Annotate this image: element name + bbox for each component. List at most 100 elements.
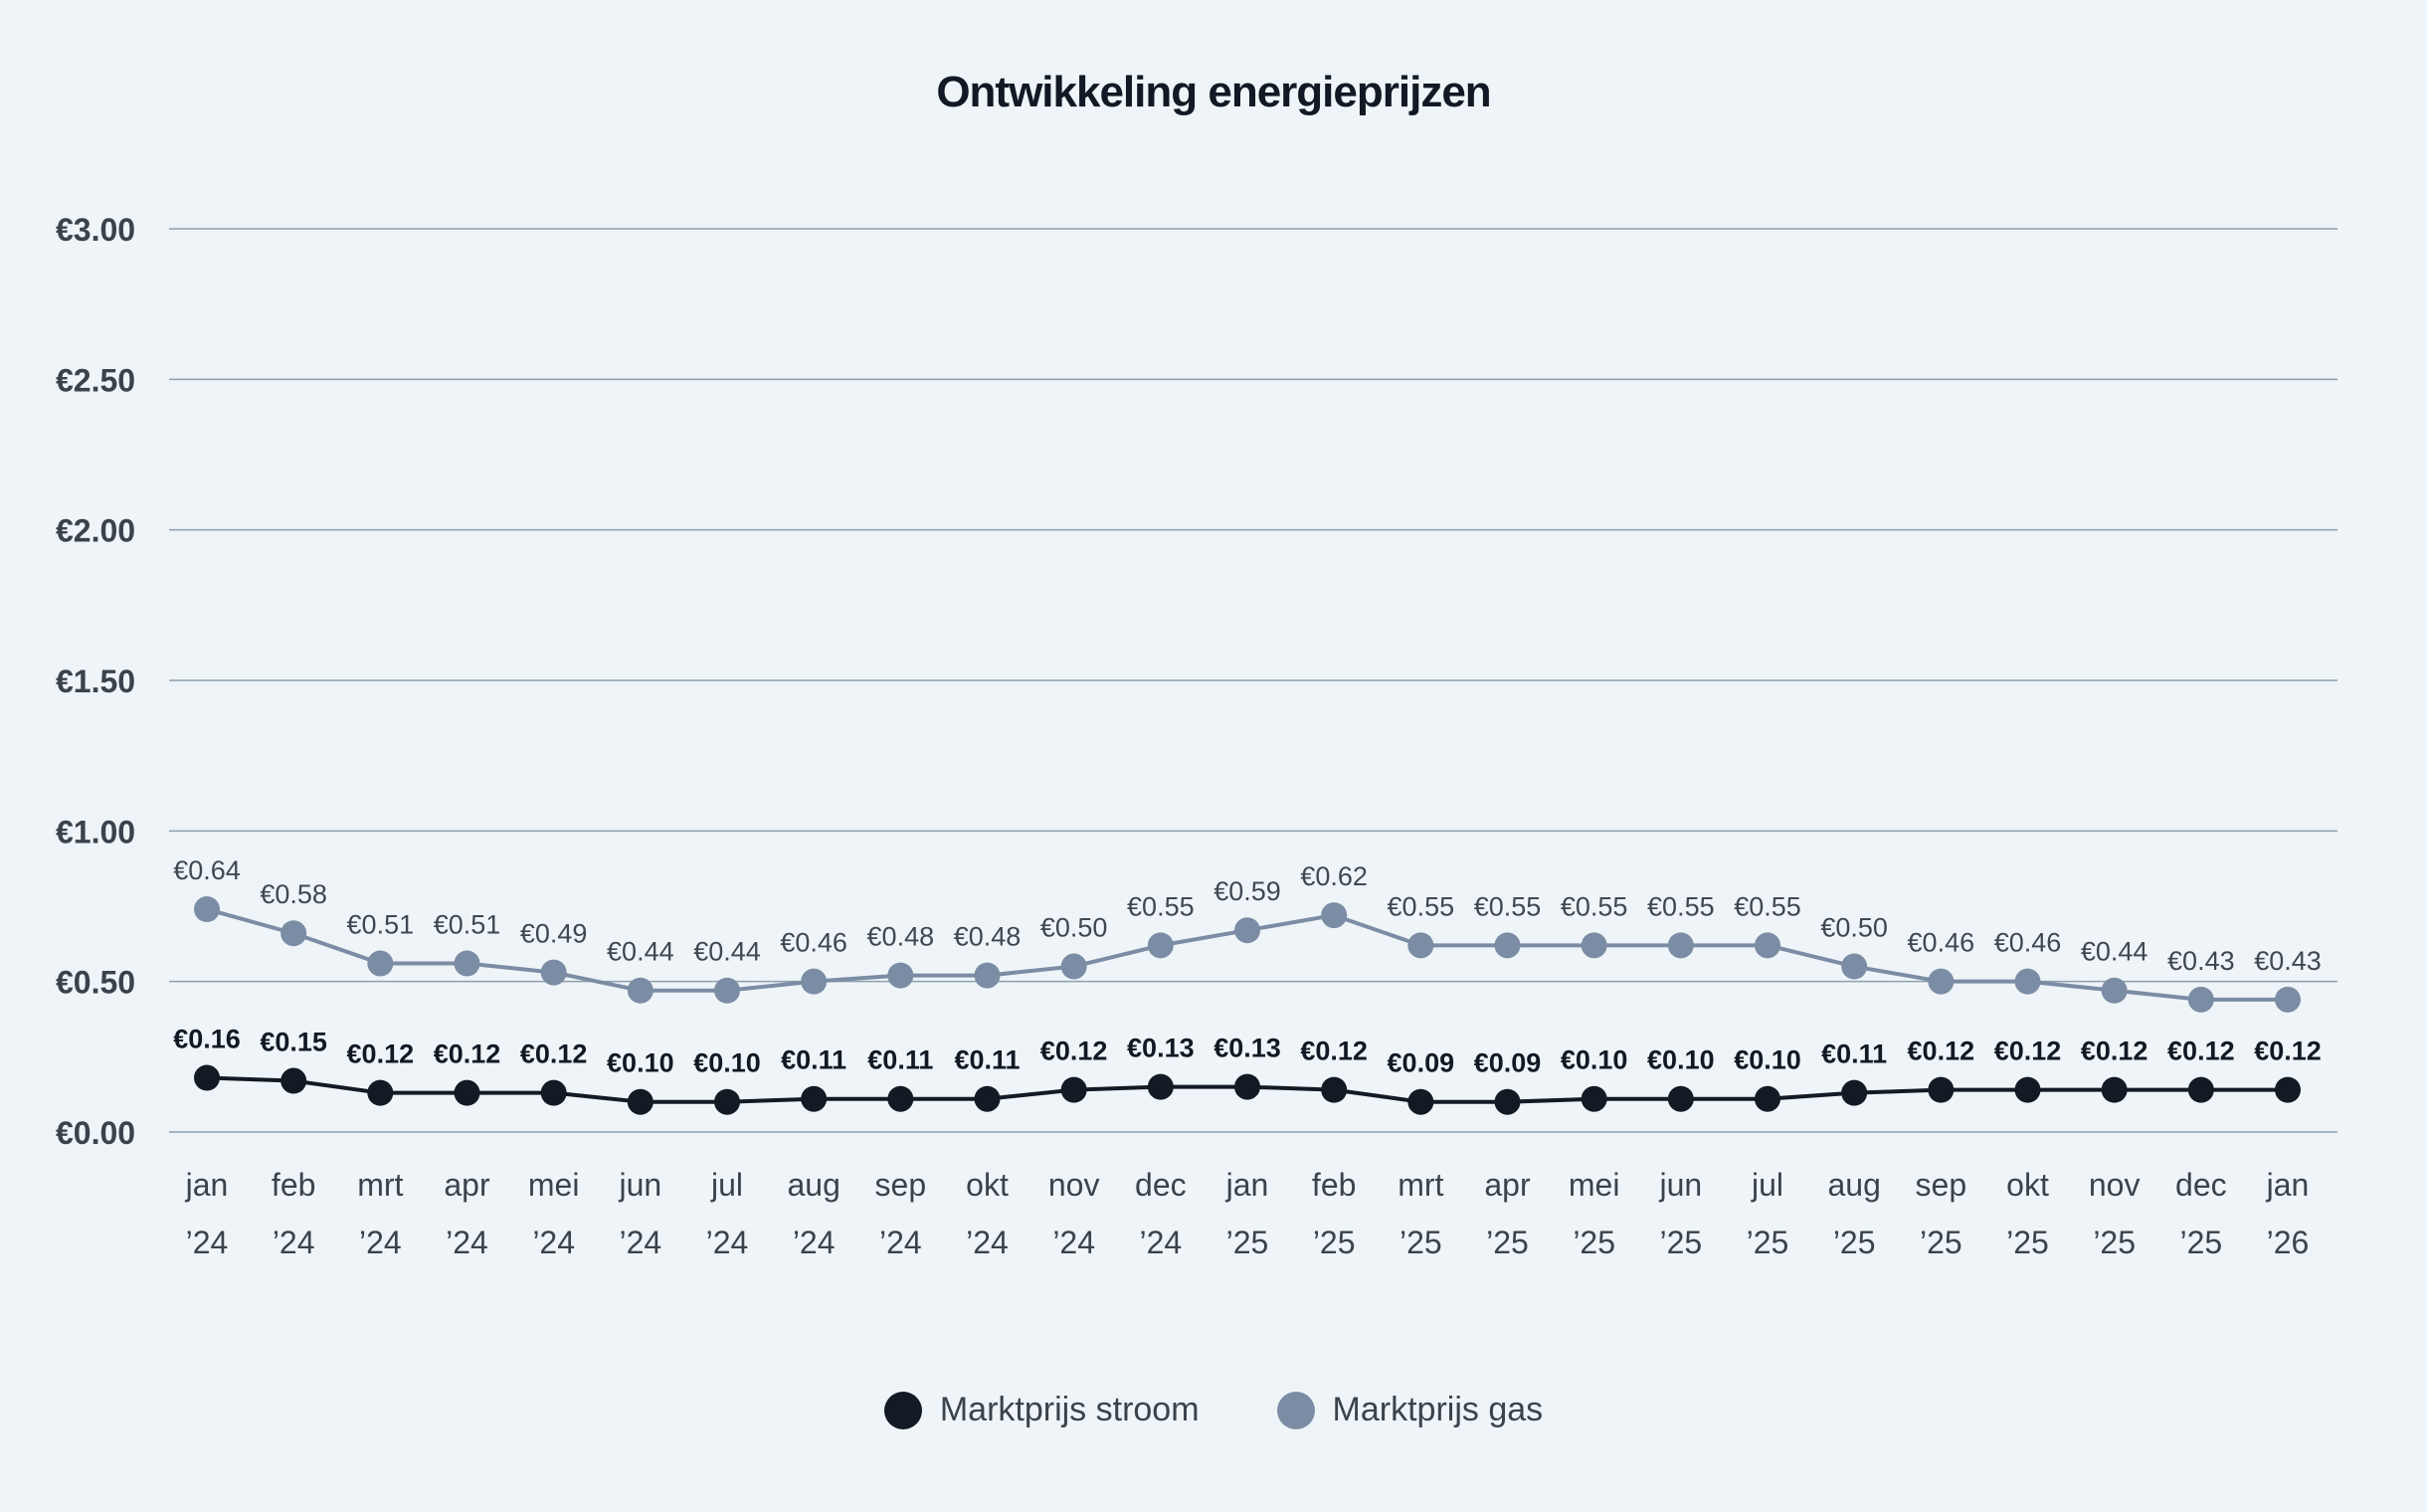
- y-tick-label: €0.50: [56, 965, 135, 1001]
- data-point-gas[interactable]: [367, 950, 394, 977]
- data-label-gas: €0.55: [1388, 891, 1455, 921]
- data-point-gas[interactable]: [1321, 902, 1348, 929]
- data-point-stroom[interactable]: [801, 1085, 828, 1112]
- data-point-gas[interactable]: [1234, 917, 1260, 944]
- x-tick-year: ’24: [273, 1225, 315, 1260]
- data-point-gas[interactable]: [1928, 968, 1955, 995]
- x-axis-ticks: jan ’24 feb ’24 mrt ’24 apr ’24 mei ’24 jun ’24 jul ’…: [185, 1167, 2310, 1260]
- data-point-stroom[interactable]: [974, 1085, 1001, 1112]
- x-tick-year: ’25: [1400, 1225, 1442, 1260]
- data-point-stroom[interactable]: [1407, 1088, 1434, 1115]
- data-label-stroom: €0.12: [520, 1040, 588, 1069]
- data-label-stroom: €0.12: [1040, 1037, 1108, 1066]
- data-label-gas: €0.55: [1647, 891, 1715, 921]
- data-label-gas: €0.62: [1300, 861, 1368, 891]
- data-label-gas: €0.43: [2167, 946, 2235, 976]
- x-tick-year: ’24: [446, 1225, 488, 1260]
- x-tick-month: nov: [2089, 1167, 2141, 1203]
- data-label-gas: €0.55: [1474, 891, 1542, 921]
- data-label-stroom: €0.11: [1821, 1040, 1887, 1069]
- data-point-gas[interactable]: [194, 896, 220, 923]
- data-point-gas[interactable]: [1407, 932, 1434, 959]
- x-tick-year: ’24: [793, 1225, 836, 1260]
- data-point-gas[interactable]: [801, 968, 828, 995]
- data-label-gas: €0.55: [1127, 891, 1195, 921]
- data-point-stroom[interactable]: [1321, 1076, 1348, 1103]
- data-point-stroom[interactable]: [714, 1088, 740, 1115]
- x-tick-year: ’25: [1486, 1225, 1529, 1260]
- data-point-stroom[interactable]: [1841, 1079, 1868, 1106]
- data-point-stroom[interactable]: [2187, 1076, 2214, 1103]
- data-point-stroom[interactable]: [280, 1067, 307, 1094]
- data-label-stroom: €0.11: [867, 1045, 933, 1075]
- y-tick-label: €0.00: [56, 1115, 135, 1151]
- data-point-gas[interactable]: [280, 920, 307, 947]
- data-label-stroom: €0.12: [434, 1040, 501, 1069]
- data-point-gas[interactable]: [454, 950, 480, 977]
- data-point-stroom[interactable]: [540, 1079, 567, 1106]
- data-point-gas[interactable]: [2101, 977, 2128, 1004]
- x-tick-month: jul: [710, 1167, 743, 1203]
- data-point-gas[interactable]: [1755, 932, 1780, 959]
- x-tick-month: mei: [528, 1167, 580, 1203]
- data-point-stroom[interactable]: [367, 1079, 394, 1106]
- data-point-gas[interactable]: [714, 977, 740, 1004]
- legend-item-gas[interactable]: Marktprijs gas: [1276, 1391, 1543, 1429]
- data-point-gas[interactable]: [2275, 986, 2301, 1013]
- data-point-stroom[interactable]: [2101, 1076, 2128, 1103]
- data-point-stroom[interactable]: [2275, 1076, 2301, 1103]
- x-tick-month: sep: [1916, 1167, 1967, 1203]
- data-point-stroom[interactable]: [2014, 1076, 2041, 1103]
- legend-item-stroom[interactable]: Marktprijs stroom: [883, 1391, 1200, 1429]
- data-point-stroom[interactable]: [1928, 1076, 1955, 1103]
- data-label-gas: €0.50: [1040, 913, 1108, 943]
- x-tick-month: feb: [272, 1167, 315, 1203]
- x-tick-month: jun: [618, 1167, 661, 1203]
- data-point-gas[interactable]: [2014, 968, 2041, 995]
- data-point-gas[interactable]: [974, 962, 1001, 989]
- data-point-stroom[interactable]: [1755, 1085, 1780, 1112]
- data-point-gas[interactable]: [540, 959, 567, 986]
- data-label-stroom: €0.12: [2254, 1037, 2322, 1066]
- data-label-stroom: €0.12: [1300, 1037, 1368, 1066]
- data-point-stroom[interactable]: [1060, 1076, 1087, 1103]
- x-tick-year: ’25: [1833, 1225, 1876, 1260]
- x-tick-month: dec: [2175, 1167, 2227, 1203]
- data-point-gas[interactable]: [887, 962, 914, 989]
- data-label-stroom: €0.09: [1388, 1048, 1455, 1078]
- data-point-gas[interactable]: [2187, 986, 2214, 1013]
- x-tick-year: ’25: [1747, 1225, 1789, 1260]
- data-point-stroom[interactable]: [194, 1064, 220, 1091]
- data-label-stroom: €0.13: [1127, 1034, 1195, 1063]
- data-label-gas: €0.46: [1908, 928, 1975, 958]
- x-tick-year: ’25: [1659, 1225, 1702, 1260]
- data-label-gas: €0.44: [2081, 937, 2148, 967]
- data-point-stroom[interactable]: [887, 1085, 914, 1112]
- data-label-gas: €0.48: [954, 922, 1022, 952]
- data-point-gas[interactable]: [1147, 932, 1174, 959]
- data-point-stroom[interactable]: [627, 1088, 653, 1115]
- data-point-stroom[interactable]: [1667, 1085, 1694, 1112]
- data-point-stroom[interactable]: [1494, 1088, 1521, 1115]
- data-point-gas[interactable]: [1494, 932, 1521, 959]
- data-point-stroom[interactable]: [1147, 1073, 1174, 1100]
- data-label-gas: €0.51: [434, 910, 501, 940]
- x-tick-year: ’25: [1920, 1225, 1962, 1260]
- x-tick-year: ’24: [359, 1225, 402, 1260]
- data-point-stroom[interactable]: [454, 1079, 480, 1106]
- data-label-stroom: €0.15: [260, 1028, 327, 1057]
- data-point-gas[interactable]: [627, 977, 653, 1004]
- data-point-stroom[interactable]: [1581, 1085, 1607, 1112]
- x-tick-month: jan: [185, 1167, 229, 1203]
- data-point-gas[interactable]: [1841, 953, 1868, 980]
- x-tick-month: aug: [787, 1167, 840, 1203]
- data-point-gas[interactable]: [1060, 953, 1087, 980]
- data-point-gas[interactable]: [1581, 932, 1607, 959]
- x-tick-year: ’24: [619, 1225, 661, 1260]
- data-label-stroom: €0.12: [347, 1040, 415, 1069]
- data-point-gas[interactable]: [1667, 932, 1694, 959]
- data-point-stroom[interactable]: [1234, 1073, 1260, 1100]
- data-label-stroom: €0.09: [1474, 1048, 1542, 1078]
- data-label-gas: €0.44: [693, 937, 761, 967]
